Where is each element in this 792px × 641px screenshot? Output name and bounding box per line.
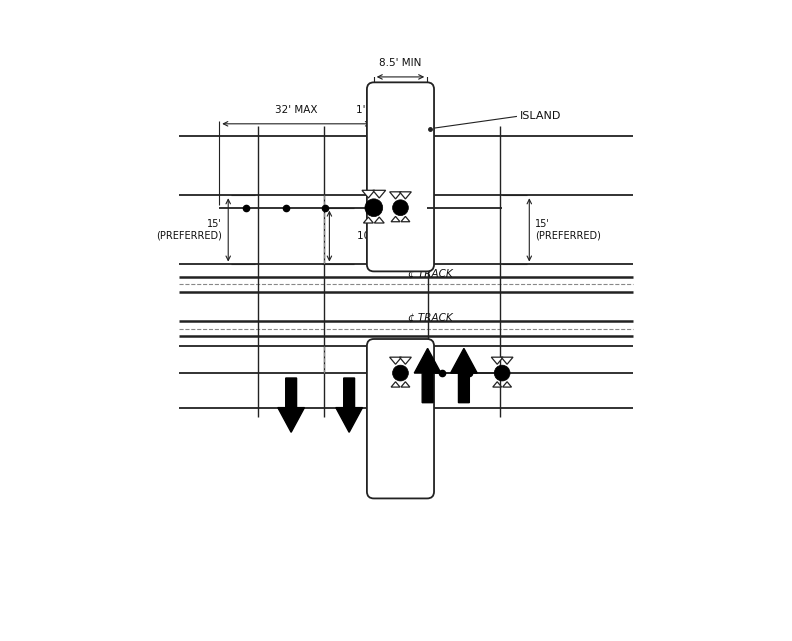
FancyBboxPatch shape bbox=[367, 339, 434, 499]
Circle shape bbox=[494, 365, 510, 381]
Text: 10' MIN: 10' MIN bbox=[356, 231, 395, 241]
Polygon shape bbox=[399, 192, 411, 199]
Text: 32' MAX: 32' MAX bbox=[276, 105, 318, 115]
Polygon shape bbox=[390, 192, 402, 199]
Polygon shape bbox=[364, 217, 373, 223]
Text: 8.5' MIN: 8.5' MIN bbox=[379, 58, 421, 68]
Polygon shape bbox=[451, 348, 478, 403]
Polygon shape bbox=[362, 190, 375, 198]
Polygon shape bbox=[373, 190, 386, 198]
Polygon shape bbox=[491, 357, 503, 364]
Polygon shape bbox=[391, 217, 400, 222]
Polygon shape bbox=[278, 378, 304, 432]
Text: ¢ TRACK: ¢ TRACK bbox=[408, 313, 453, 322]
Polygon shape bbox=[390, 357, 402, 364]
FancyBboxPatch shape bbox=[367, 82, 434, 271]
Text: ISLAND: ISLAND bbox=[520, 112, 561, 121]
Polygon shape bbox=[401, 217, 409, 222]
Text: 15'
(PREFERRED): 15' (PREFERRED) bbox=[156, 219, 223, 241]
Polygon shape bbox=[399, 357, 411, 364]
Polygon shape bbox=[501, 357, 513, 364]
Polygon shape bbox=[336, 378, 363, 432]
Polygon shape bbox=[401, 382, 409, 387]
Circle shape bbox=[393, 365, 409, 381]
Text: 1' MAX: 1' MAX bbox=[356, 105, 392, 115]
Text: ¢ TRACK: ¢ TRACK bbox=[408, 269, 453, 278]
Circle shape bbox=[393, 200, 409, 215]
Polygon shape bbox=[391, 382, 400, 387]
Polygon shape bbox=[493, 382, 501, 387]
Text: 15'
(PREFERRED): 15' (PREFERRED) bbox=[535, 219, 601, 241]
Polygon shape bbox=[414, 348, 441, 403]
Circle shape bbox=[365, 199, 383, 217]
Polygon shape bbox=[375, 217, 384, 223]
Polygon shape bbox=[503, 382, 512, 387]
